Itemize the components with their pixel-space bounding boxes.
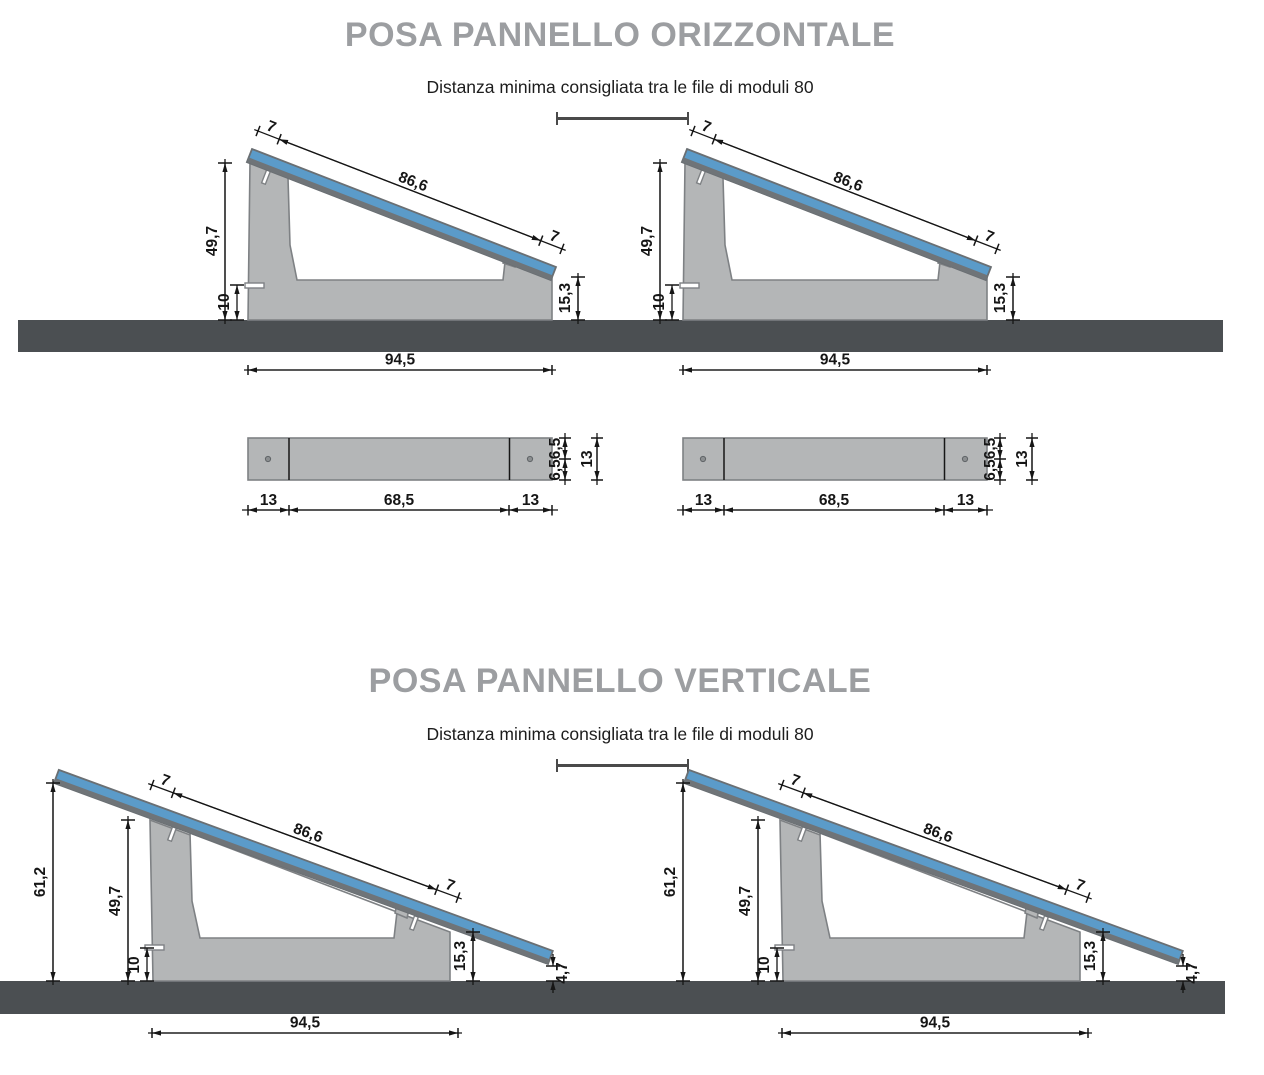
- dim-along-panel: 7 86,6 7: [778, 771, 1092, 903]
- dim-base-offset-label: 10: [756, 956, 773, 973]
- dim-total-height: 61,2: [662, 779, 690, 985]
- dim-base-width-label: 94,5: [920, 1015, 951, 1032]
- row-gap-dimension-line: [556, 112, 689, 125]
- dim-base-width-label: 94,5: [290, 1015, 321, 1032]
- side-view-vertical: 7 86,6 7 61,2 49,7: [640, 755, 1240, 1060]
- dim-seg-right-label: 13: [522, 492, 540, 509]
- dim-half-top-label: 6,5: [547, 437, 564, 459]
- fixing-hole-right: [526, 455, 534, 463]
- dim-overhang-top-label: 7: [699, 118, 713, 137]
- dim-tip-height-label: 4,7: [1184, 962, 1201, 984]
- dim-height-left-label: 49,7: [107, 886, 124, 916]
- dim-half-bottom-label: 6,5: [547, 459, 564, 481]
- dim-tip-height: 4,7: [1176, 954, 1201, 993]
- dim-total-height-label: 61,2: [662, 867, 679, 897]
- ground-strip-bottom: [0, 981, 1225, 1014]
- dim-depth-label: 13: [1014, 450, 1031, 468]
- dim-height-right-label: 15,3: [557, 283, 574, 314]
- dim-height-right: 15,3: [992, 273, 1020, 324]
- dim-total-height-label: 61,2: [32, 867, 49, 897]
- dim-base-offset: 10: [126, 947, 154, 982]
- dim-seg-mid-label: 68,5: [819, 492, 850, 509]
- dim-height-left-label: 49,7: [737, 886, 754, 916]
- dim-height-right-label: 15,3: [1082, 941, 1099, 972]
- dim-plan-bottom: 13 68,5 13: [677, 492, 993, 516]
- fixing-hole-left: [699, 455, 707, 463]
- dim-base-width-label: 94,5: [385, 352, 416, 369]
- dim-tip-height-label: 4,7: [554, 962, 571, 984]
- dim-depth-label: 13: [579, 450, 596, 468]
- dim-base-width: 94,5: [148, 1015, 462, 1038]
- dim-base-offset: 10: [216, 284, 244, 321]
- dim-overhang-top-label: 7: [264, 118, 278, 137]
- dim-height-left: 49,7: [107, 816, 135, 985]
- dim-overhang-top-label: 7: [158, 771, 172, 790]
- side-view-vertical: 7 86,6 7 61,2 49,7: [10, 755, 610, 1060]
- dim-height-left-label: 49,7: [204, 226, 221, 256]
- base-cavity: [287, 176, 506, 281]
- section2-subtitle: Distanza minima consigliata tra le file …: [426, 724, 814, 744]
- dim-total-height: 61,2: [32, 779, 60, 985]
- base-plan-body: [247, 437, 553, 481]
- dim-seg-mid-label: 68,5: [384, 492, 415, 509]
- dim-seg-left-label: 13: [260, 492, 278, 509]
- dim-plan-depth: 6,5 6,5 13: [982, 433, 1038, 485]
- dim-height-left: 49,7: [639, 159, 667, 324]
- dim-seg-right-label: 13: [957, 492, 975, 509]
- dim-tip-height: 4,7: [546, 954, 571, 993]
- plan-view: 13 68,5 13 6,5 6,5 13: [665, 425, 1065, 535]
- dim-base-offset: 10: [651, 284, 679, 321]
- fixing-hole-right: [961, 455, 969, 463]
- dim-height-right: 15,3: [1082, 928, 1110, 985]
- base-plan-body: [682, 437, 988, 481]
- mount-tab: [244, 282, 265, 289]
- plan-view: 13 68,5 13 6,5 6,5 13: [230, 425, 630, 535]
- dim-overhang-bottom-label: 7: [1073, 876, 1087, 895]
- dim-height-right-label: 15,3: [992, 283, 1009, 314]
- dim-base-offset: 10: [756, 947, 784, 982]
- side-view-horizontal: 7 86,6 7 49,7 10: [635, 105, 1045, 385]
- ground-strip-top: [18, 320, 1223, 352]
- dim-base-width: 94,5: [244, 352, 556, 375]
- dim-height-left: 49,7: [204, 159, 232, 324]
- side-view-horizontal: 7 86,6 7 49,7 10: [200, 105, 610, 385]
- dim-base-width: 94,5: [679, 352, 991, 375]
- dim-base-width-label: 94,5: [820, 352, 851, 369]
- dim-plan-bottom: 13 68,5 13: [242, 492, 558, 516]
- dim-overhang-bottom-label: 7: [982, 227, 996, 246]
- dim-height-right: 15,3: [557, 273, 585, 324]
- dim-overhang-bottom-label: 7: [443, 876, 457, 895]
- dim-height-right-label: 15,3: [452, 941, 469, 972]
- mount-tab: [679, 282, 700, 289]
- dim-overhang-bottom-label: 7: [547, 227, 561, 246]
- dim-height-left-label: 49,7: [639, 226, 656, 256]
- dim-base-offset-label: 10: [651, 293, 668, 310]
- dim-half-bottom-label: 6,5: [982, 459, 999, 481]
- dim-height-right: 15,3: [452, 928, 480, 985]
- section2-title: POSA PANNELLO VERTICALE: [368, 662, 872, 700]
- dim-base-offset-label: 10: [216, 293, 233, 310]
- section1-subtitle: Distanza minima consigliata tra le file …: [426, 77, 814, 97]
- dim-base-width: 94,5: [778, 1015, 1092, 1038]
- base-cavity: [722, 176, 941, 281]
- dim-overhang-top-label: 7: [788, 771, 802, 790]
- dim-seg-left-label: 13: [695, 492, 713, 509]
- dim-height-left: 49,7: [737, 816, 765, 985]
- dim-plan-depth: 6,5 6,5 13: [547, 433, 603, 485]
- fixing-hole-left: [264, 455, 272, 463]
- dim-half-top-label: 6,5: [982, 437, 999, 459]
- section1-title: POSA PANNELLO ORIZZONTALE: [344, 16, 896, 54]
- dim-base-offset-label: 10: [126, 956, 143, 973]
- row-gap-dimension-line: [556, 759, 689, 772]
